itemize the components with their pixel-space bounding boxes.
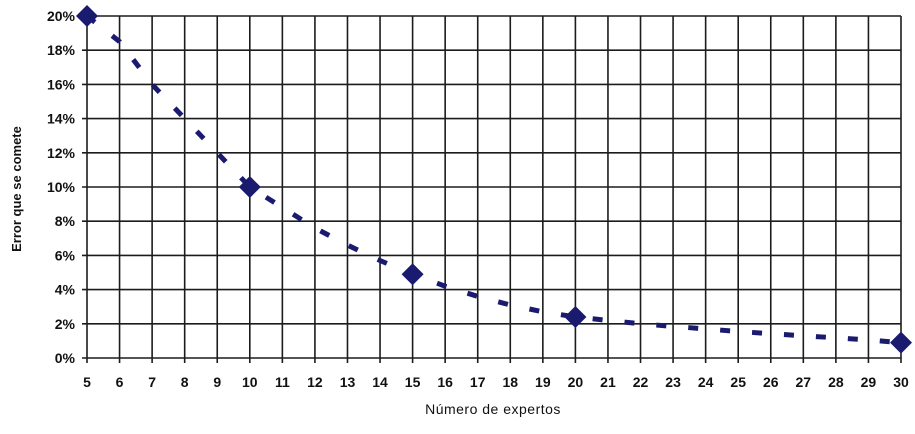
x-tick-label: 7: [148, 374, 156, 390]
data-point-marker: [238, 176, 261, 198]
series-markers: [76, 5, 912, 354]
y-tick-label: 18%: [47, 42, 76, 58]
x-tick-label: 25: [730, 374, 746, 390]
x-tick-label: 23: [665, 374, 681, 390]
y-tick-label: 4%: [55, 282, 76, 298]
x-tick-label: 14: [372, 374, 388, 390]
y-tick-label: 6%: [55, 247, 76, 263]
x-tick-label: 18: [502, 374, 518, 390]
x-tick-label: 9: [213, 374, 221, 390]
y-tick-label: 16%: [47, 76, 76, 92]
x-tick-label: 17: [470, 374, 486, 390]
series-curve: [85, 14, 902, 346]
x-tick-label: 27: [796, 374, 812, 390]
x-tick-label: 16: [437, 374, 453, 390]
x-tick-label: 11: [275, 374, 290, 390]
data-point-marker: [401, 263, 424, 286]
x-tick-label: 21: [600, 374, 616, 390]
x-tick-label: 24: [698, 374, 714, 390]
x-tick-label: 29: [861, 374, 877, 390]
grid: [82, 15, 902, 363]
y-tick-label: 12%: [47, 145, 76, 161]
x-tick-label: 8: [181, 374, 189, 390]
x-tick-label: 26: [763, 374, 779, 390]
y-tick-label: 10%: [47, 179, 76, 195]
x-tick-label: 20: [568, 374, 584, 390]
y-axis-ticks: 0% 2% 4% 6% 8% 10% 12% 14% 16% 18% 20%: [47, 8, 76, 366]
x-tick-label: 28: [828, 374, 844, 390]
series-line: [85, 14, 902, 346]
data-point-marker: [890, 331, 912, 354]
x-tick-label: 22: [633, 374, 649, 390]
y-tick-label: 20%: [47, 8, 76, 24]
y-tick-label: 0%: [55, 350, 76, 366]
x-tick-label: 13: [340, 374, 356, 390]
x-tick-label: 10: [242, 374, 258, 390]
x-tick-label: 30: [893, 374, 909, 390]
x-axis-ticks: 5 6 7 8 9 10 11 12 13 14 15 16 17 18 19 20 21 22 23 24 25 26 2…: [83, 374, 909, 390]
x-tick-label: 19: [535, 374, 551, 390]
y-tick-label: 2%: [55, 316, 76, 332]
data-point-marker: [76, 5, 98, 27]
x-tick-label: 12: [307, 374, 323, 390]
x-tick-label: 6: [116, 374, 124, 390]
y-tick-label: 14%: [47, 111, 76, 127]
x-tick-label: 5: [83, 374, 91, 390]
x-tick-label: 15: [405, 374, 421, 390]
x-axis-title: Número de expertos: [425, 401, 561, 417]
y-tick-label: 8%: [55, 213, 76, 229]
data-point-marker: [564, 305, 587, 328]
y-axis-title: Error que se comete: [9, 126, 24, 252]
